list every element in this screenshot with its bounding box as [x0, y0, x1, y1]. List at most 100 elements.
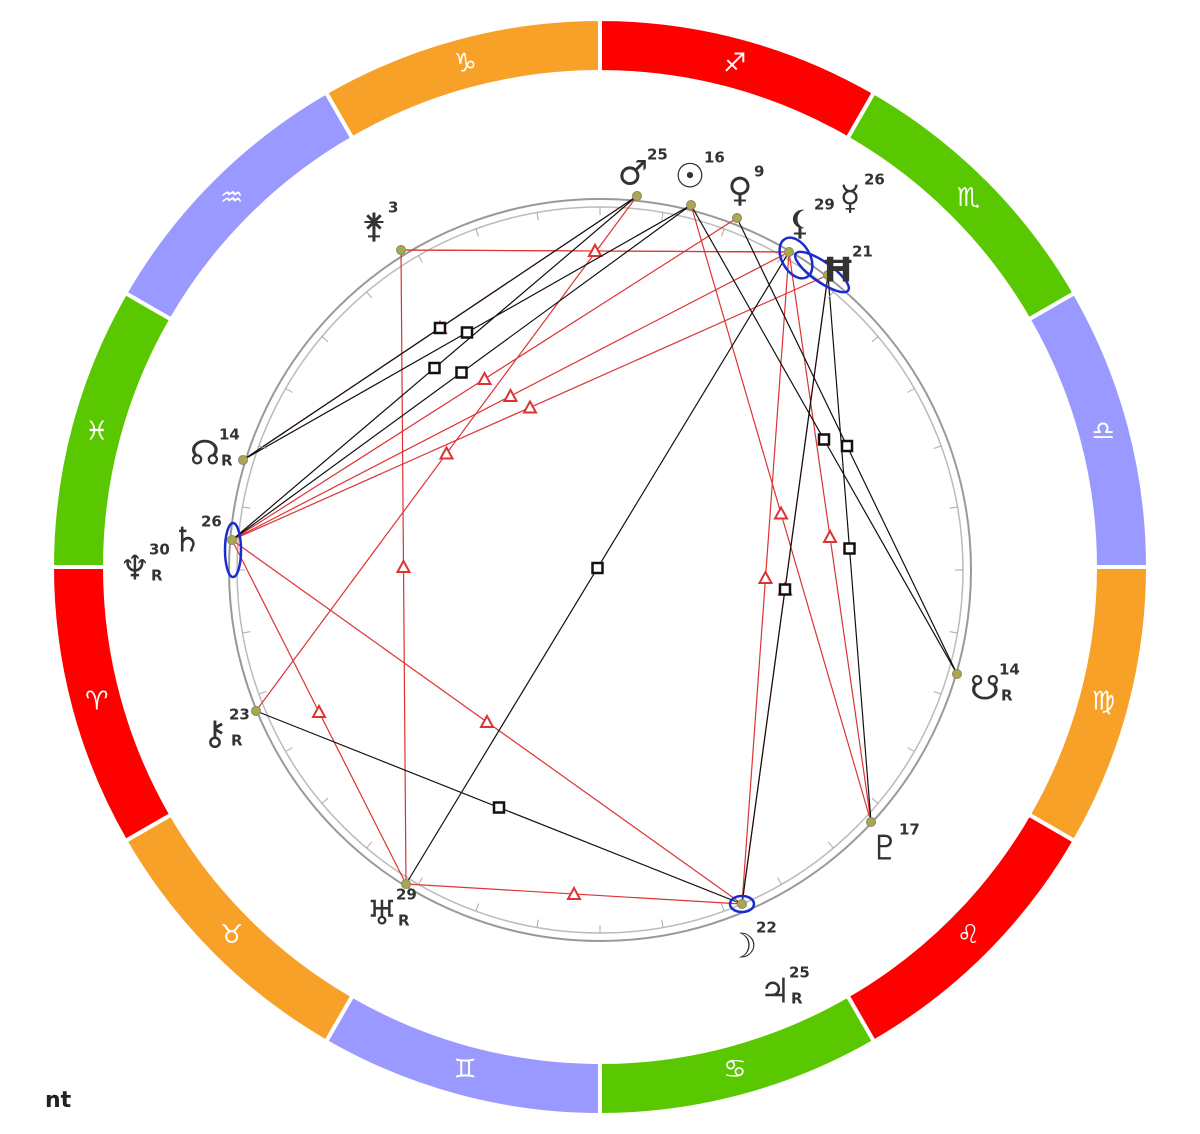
aspect-symbol [460, 326, 474, 339]
tick [242, 631, 251, 634]
planet-dot [952, 669, 962, 679]
aspect-symbol [822, 528, 838, 543]
planet-glyph: ⚸ [788, 204, 813, 244]
planet-glyph: ☿ [840, 179, 861, 219]
sign-glyph: ♑ [453, 48, 476, 78]
tick [907, 747, 915, 752]
planet-dot [823, 270, 833, 280]
tick [871, 336, 879, 343]
aspect-symbol [433, 321, 447, 335]
aspect-symbol [438, 445, 455, 460]
sign-glyph: ♒ [220, 183, 243, 213]
planet-glyph: ☽ [727, 927, 757, 967]
aspect-symbol [492, 801, 506, 814]
aspect-symbol [778, 583, 792, 596]
planet-glyph: ♅ [367, 894, 397, 934]
planet-dot [227, 535, 237, 545]
tick [475, 903, 480, 912]
aspect-symbol [773, 505, 789, 520]
retrograde-mark: R [151, 567, 163, 585]
planet-degree: 9 [754, 163, 764, 181]
planet-glyph: ☊ [190, 434, 220, 474]
tick [933, 445, 942, 450]
tick [536, 919, 539, 928]
aspect-lines [231, 195, 958, 905]
planet-glyph: ⚷ [203, 714, 228, 754]
planet-degree: 23 [229, 706, 250, 724]
planet-dot [732, 213, 742, 223]
tick [418, 255, 423, 263]
aspect-symbol [455, 366, 468, 379]
aspect-symbol [843, 542, 856, 555]
planet-degree: 17 [899, 821, 920, 839]
planet-dot [238, 455, 248, 465]
tick [321, 336, 329, 343]
planet-glyph: ♆ [120, 549, 150, 589]
planet-degree: 30 [149, 541, 170, 559]
footer: nt [45, 1088, 72, 1113]
planet-dot [632, 191, 642, 201]
sign-glyph: ♋ [723, 1055, 746, 1085]
sign-segment [1025, 290, 1151, 569]
tick [949, 631, 958, 634]
tick [827, 291, 834, 299]
tick [661, 212, 664, 221]
aspect-symbol [428, 361, 441, 375]
sign-glyph: ♏ [957, 183, 980, 213]
aspect-symbol [566, 885, 582, 900]
inner-circle [228, 198, 972, 942]
aspect-symbol [587, 242, 603, 257]
conjunction-ring [778, 236, 814, 280]
planet-degree: 14 [999, 661, 1020, 679]
planet-degree: 26 [864, 171, 885, 189]
aspect-symbol [395, 558, 412, 573]
tick [366, 291, 373, 299]
tick [661, 919, 664, 928]
tick [258, 690, 267, 695]
retrograde-mark: R [1001, 687, 1013, 705]
sign-glyph: ♊ [453, 1055, 476, 1085]
planet-dot [866, 817, 876, 827]
tick [258, 445, 267, 450]
tick [777, 877, 782, 885]
planet-glyph: ♃ [760, 972, 790, 1012]
planet-degree: 14 [219, 426, 240, 444]
planet-dot [686, 200, 696, 210]
planet-glyph: ♂ [618, 154, 648, 194]
tick [285, 388, 293, 393]
sign-glyph: ♌ [957, 920, 980, 950]
planet-dot [737, 899, 747, 909]
planet-degree: 29 [814, 196, 835, 214]
planet-glyph: ♄ [172, 521, 202, 561]
sign-glyph: ♍ [1092, 686, 1115, 716]
conjunction-ring [793, 250, 851, 294]
planet-glyph: ☋ [970, 669, 1000, 709]
sign-segment [1025, 565, 1151, 844]
retrograde-mark: R [398, 912, 410, 930]
planet-degree: 16 [704, 149, 725, 167]
tick [827, 841, 834, 849]
sign-glyph: ♓ [85, 417, 108, 447]
planet-glyph: ☉ [675, 157, 705, 197]
aspect-symbol [591, 561, 604, 575]
aspect-symbol [479, 713, 495, 728]
tick [475, 228, 480, 237]
aspect-symbol [840, 439, 854, 453]
sign-segment [49, 565, 175, 844]
retrograde-mark: R [231, 732, 243, 750]
planet-degree: 25 [789, 964, 810, 982]
sign-segment [49, 290, 175, 569]
tick [720, 903, 725, 912]
planet-glyph: ♀ [728, 171, 753, 211]
conjunction-ring [223, 521, 243, 579]
sign-glyph: ♎ [1092, 417, 1115, 447]
sign-segment [598, 16, 877, 142]
sign-segment [323, 16, 602, 142]
planet-degree: 21 [852, 243, 873, 261]
planet-dot [396, 245, 406, 255]
aspect-symbol [757, 569, 774, 584]
tick [720, 228, 725, 237]
planet-glyph: Ħ [821, 251, 854, 291]
planet-degree: 26 [201, 513, 222, 531]
